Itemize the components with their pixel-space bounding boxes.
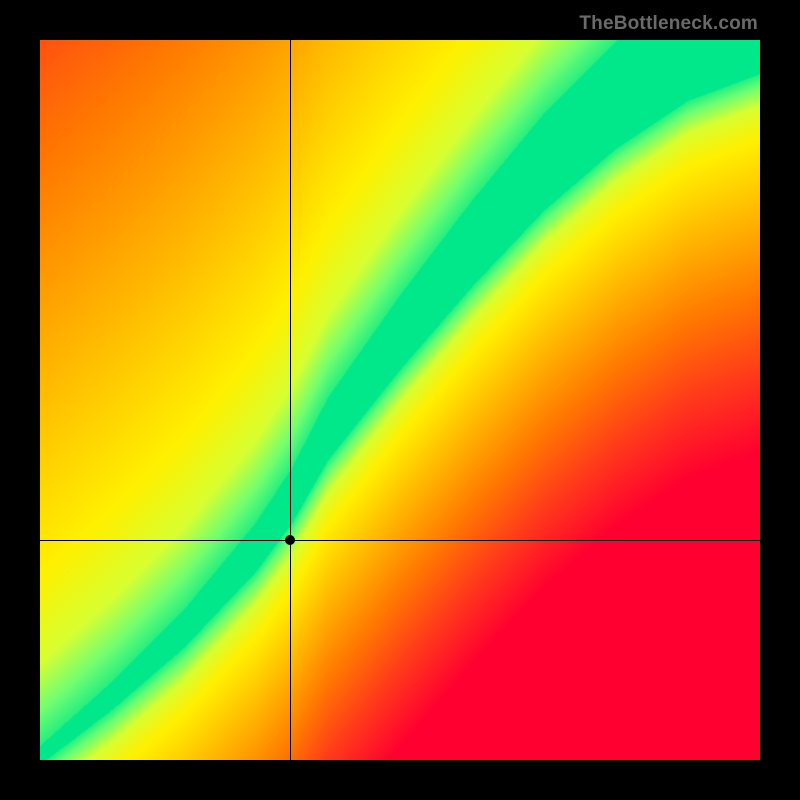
watermark-text: TheBottleneck.com <box>579 13 758 35</box>
crosshair-marker <box>285 535 295 545</box>
crosshair-horizontal <box>40 540 760 541</box>
crosshair-vertical <box>290 40 291 760</box>
plot-area <box>40 40 760 760</box>
heatmap-canvas <box>40 40 760 760</box>
chart-container: TheBottleneck.com <box>0 0 800 800</box>
